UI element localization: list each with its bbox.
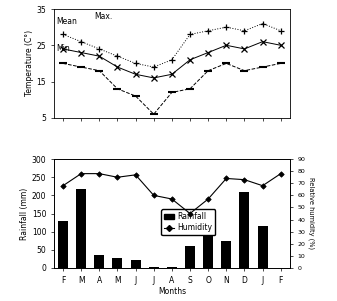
- Line: Max.: Max.: [60, 20, 284, 70]
- Min.: [61, 62, 65, 65]
- Text: Mean: Mean: [56, 17, 77, 26]
- Line: Min.: Min.: [59, 59, 285, 118]
- Bar: [167, 267, 177, 268]
- Max.: [224, 25, 228, 29]
- Max.: [279, 29, 283, 33]
- Bar: [221, 241, 231, 268]
- Min.: [115, 87, 119, 91]
- Legend: Rainfall, Humidity: Rainfall, Humidity: [161, 209, 215, 235]
- Min.: [224, 62, 228, 65]
- Bar: [203, 212, 213, 268]
- Bar: [94, 255, 104, 268]
- Mean: [206, 51, 210, 54]
- Max.: [115, 54, 119, 58]
- Max.: [97, 47, 101, 51]
- Mean: [79, 51, 83, 54]
- Y-axis label: Relative humidity (%): Relative humidity (%): [308, 178, 315, 250]
- Min.: [261, 65, 265, 69]
- Bar: [58, 221, 68, 268]
- Max.: [133, 62, 137, 65]
- Mean: [188, 58, 192, 62]
- Max.: [79, 40, 83, 43]
- Y-axis label: Rainfall (mm): Rainfall (mm): [20, 188, 29, 240]
- Min.: [188, 87, 192, 91]
- Mean: [152, 76, 156, 80]
- Bar: [185, 246, 195, 268]
- Min.: [279, 62, 283, 65]
- Mean: [115, 65, 119, 69]
- Bar: [130, 260, 141, 268]
- Mean: [170, 73, 174, 76]
- Min.: [133, 94, 137, 98]
- Y-axis label: Temperature (C°): Temperature (C°): [25, 30, 34, 97]
- Max.: [170, 58, 174, 62]
- Min.: [242, 69, 246, 73]
- Mean: [133, 73, 137, 76]
- Min.: [97, 69, 101, 73]
- Mean: [242, 47, 246, 51]
- Min.: [79, 65, 83, 69]
- Bar: [113, 258, 122, 268]
- Bar: [257, 226, 268, 268]
- Max.: [152, 65, 156, 69]
- Min.: [170, 91, 174, 94]
- Max.: [206, 29, 210, 33]
- Bar: [240, 192, 249, 268]
- Min.: [152, 112, 156, 116]
- Line: Mean: Mean: [60, 39, 283, 81]
- Min.: [206, 69, 210, 73]
- Mean: [61, 47, 65, 51]
- Text: Max.: Max.: [94, 12, 112, 21]
- Text: Min.: Min.: [56, 44, 72, 53]
- Max.: [261, 22, 265, 25]
- Bar: [76, 189, 86, 268]
- Bar: [149, 267, 159, 268]
- Max.: [242, 29, 246, 33]
- Max.: [61, 33, 65, 36]
- X-axis label: Months: Months: [158, 287, 186, 296]
- Mean: [279, 43, 283, 47]
- Mean: [224, 43, 228, 47]
- Mean: [97, 54, 101, 58]
- Mean: [261, 40, 265, 43]
- Max.: [188, 33, 192, 36]
